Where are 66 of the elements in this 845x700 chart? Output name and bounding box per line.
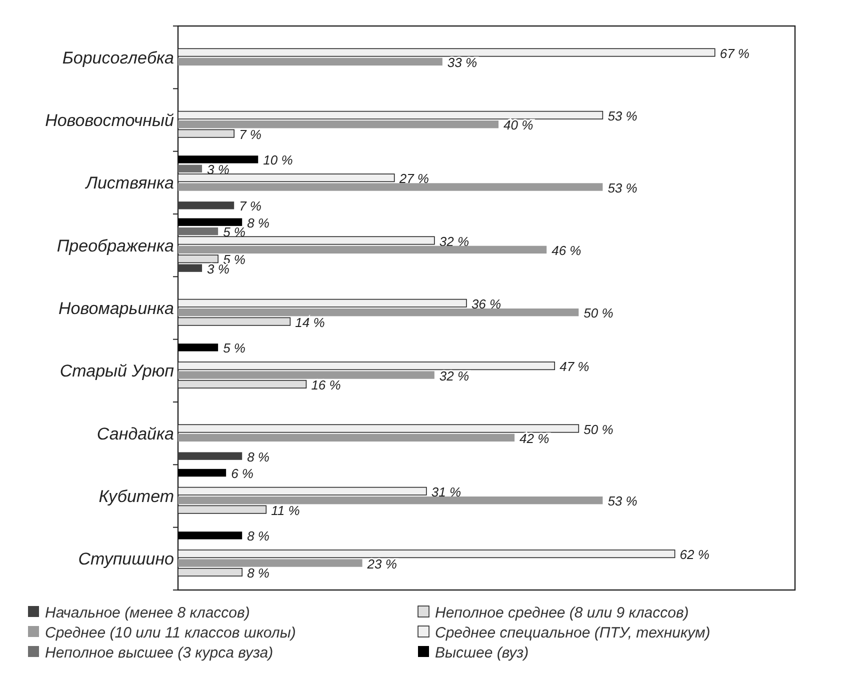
data-label: 5 %	[223, 224, 246, 240]
bar	[178, 164, 202, 172]
bar	[178, 58, 442, 66]
data-label: 14 %	[295, 314, 325, 330]
data-label: 27 %	[398, 171, 429, 186]
y-tick-label: Листвянка	[84, 174, 174, 193]
data-label: 10 %	[263, 152, 293, 168]
data-label: 50 %	[584, 306, 614, 321]
data-label: 16 %	[311, 378, 341, 393]
data-label: 7 %	[239, 126, 262, 142]
data-label: 8 %	[247, 566, 270, 581]
data-label: 53 %	[608, 108, 638, 124]
y-tick-label: Ступишино	[78, 550, 174, 569]
bar	[178, 120, 499, 128]
data-label: 8 %	[247, 215, 270, 230]
data-label: 42 %	[520, 430, 550, 446]
data-label: 40 %	[504, 118, 534, 133]
bar	[178, 246, 547, 254]
bar	[178, 218, 242, 226]
bar	[178, 468, 226, 477]
legend-label: Неполное среднее (8 или 9 классов)	[435, 604, 689, 622]
data-label: 5 %	[223, 340, 246, 356]
data-label: 53 %	[608, 494, 638, 509]
bar	[178, 156, 258, 164]
data-label: 67 %	[720, 46, 750, 61]
legend-label: Среднее (10 или 11 классов школы)	[45, 624, 296, 642]
bar	[178, 452, 242, 460]
y-tick-label: Кубитет	[98, 486, 174, 506]
data-label: 36 %	[471, 296, 502, 312]
legend-label: Начальное (менее 8 классов)	[45, 604, 250, 622]
bar	[178, 227, 218, 236]
data-label: 11 %	[271, 502, 300, 518]
bar	[178, 202, 234, 210]
bar	[178, 264, 202, 272]
data-label: 33 %	[447, 54, 478, 70]
y-tick-label: Нововосточный	[45, 110, 175, 130]
data-label: 62 %	[680, 547, 710, 562]
data-label: 31 %	[431, 484, 462, 500]
data-label: 47 %	[560, 359, 590, 374]
bar	[178, 344, 218, 352]
legend-label: Среднее специальное (ПТУ, техникум)	[435, 624, 710, 642]
bar	[178, 532, 242, 540]
data-label: 6 %	[231, 466, 254, 482]
data-label: 8 %	[247, 449, 270, 464]
bar	[178, 434, 515, 442]
legend-label: Неполное высшее (3 курса вуза)	[45, 644, 274, 662]
data-label: 53 %	[608, 180, 638, 196]
data-label: 32 %	[439, 234, 470, 249]
data-label: 46 %	[552, 242, 582, 258]
bar	[178, 308, 579, 316]
y-tick-label: Борисоглебка	[62, 48, 174, 68]
bar	[178, 371, 434, 379]
data-label: 32 %	[439, 368, 470, 384]
y-tick-label: Старый Урюп	[60, 362, 175, 381]
data-label: 50 %	[584, 422, 614, 437]
bar	[178, 183, 603, 191]
data-label: 8 %	[247, 528, 270, 544]
data-label: 7 %	[239, 198, 262, 214]
bar	[178, 559, 362, 567]
data-label: 3 %	[207, 162, 230, 177]
data-label: 23 %	[366, 556, 397, 572]
bar	[178, 496, 603, 504]
legend-label: Высшее (вуз)	[435, 644, 529, 662]
y-tick-label: Преображенка	[56, 236, 174, 256]
y-tick-label: Сандайка	[96, 424, 174, 444]
y-tick-label: Новомарьинка	[58, 298, 174, 318]
